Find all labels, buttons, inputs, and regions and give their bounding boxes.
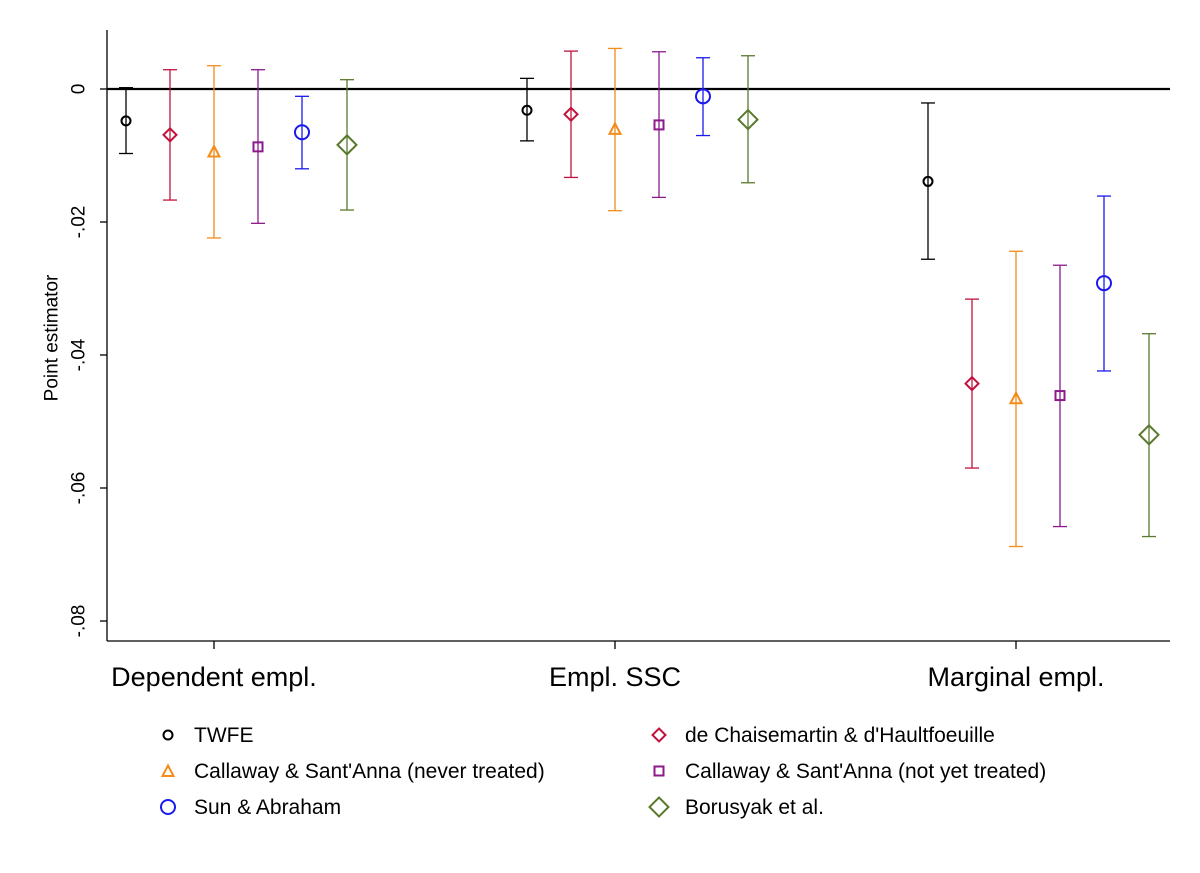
point-estimate-marker <box>162 126 178 143</box>
point-estimate-marker <box>653 119 665 131</box>
legend-marker <box>651 727 667 743</box>
legend-label: Callaway & Sant'Anna (never treated) <box>194 760 545 783</box>
y-tick-label: -.08 <box>69 605 90 638</box>
legend-item: Borusyak et al. <box>648 796 824 819</box>
y-tick-label: 0 <box>69 84 90 95</box>
point-estimate-marker <box>521 104 533 116</box>
series-callaway-sant-anna-never-treated- <box>206 47 1024 548</box>
y-tick-label: -.04 <box>69 338 90 371</box>
plot-area <box>107 47 1170 548</box>
y-tick-label: -.02 <box>69 206 90 239</box>
y-tick-label: -.06 <box>69 472 90 505</box>
legend-label: TWFE <box>194 724 253 747</box>
series-de-chaisemartin-d-haultfoeuille <box>162 50 980 469</box>
legend-item: Sun & Abraham <box>160 796 341 819</box>
point-estimate-marker <box>336 133 358 156</box>
series-borusyak-et-al- <box>336 55 1160 538</box>
point-estimate-marker <box>964 375 980 392</box>
axes: 0 -.02 -.04 -.06 -.08 Point estimator Dependen… <box>42 30 1170 692</box>
x-tick-label: Dependent empl. <box>111 662 317 692</box>
x-tick-label: Empl. SSC <box>549 662 681 692</box>
legend: TWFE de Chaisemartin & d'Haultfoeuille Cal… <box>160 724 1046 819</box>
legend-marker <box>162 729 174 741</box>
series-callaway-sant-anna-not-yet-treated- <box>251 51 1067 528</box>
legend-label: Sun & Abraham <box>194 796 341 819</box>
legend-item: de Chaisemartin & d'Haultfoeuille <box>651 724 995 747</box>
legend-marker <box>160 799 176 815</box>
legend-item: TWFE <box>162 724 253 747</box>
legend-marker <box>648 796 670 818</box>
point-estimate-marker <box>294 124 310 141</box>
point-estimate-marker <box>607 121 623 135</box>
point-estimate-marker <box>1138 423 1160 446</box>
x-tick-label: Marginal empl. <box>927 662 1104 692</box>
point-estimate-marker <box>206 143 222 158</box>
point-estimate-marker <box>1008 390 1024 405</box>
point-estimate-marker <box>695 88 711 105</box>
legend-item: Callaway & Sant'Anna (not yet treated) <box>653 760 1046 783</box>
legend-marker <box>653 765 665 777</box>
series-twfe <box>119 77 935 260</box>
point-estimate-marker <box>563 106 579 123</box>
y-axis-label: Point estimator <box>42 274 63 401</box>
legend-label: de Chaisemartin & d'Haultfoeuille <box>685 724 995 747</box>
point-estimate-marker <box>252 141 264 153</box>
series-sun-abraham <box>294 57 1112 372</box>
point-estimate-marker <box>120 115 132 127</box>
legend-label: Callaway & Sant'Anna (not yet treated) <box>685 760 1046 783</box>
legend-marker <box>160 763 176 777</box>
legend-item: Callaway & Sant'Anna (never treated) <box>160 760 545 783</box>
point-estimate-marker <box>737 108 759 131</box>
point-estimate-marker <box>1054 390 1066 402</box>
legend-label: Borusyak et al. <box>685 796 824 819</box>
point-estimate-marker <box>922 175 934 187</box>
point-estimate-marker <box>1096 275 1112 292</box>
